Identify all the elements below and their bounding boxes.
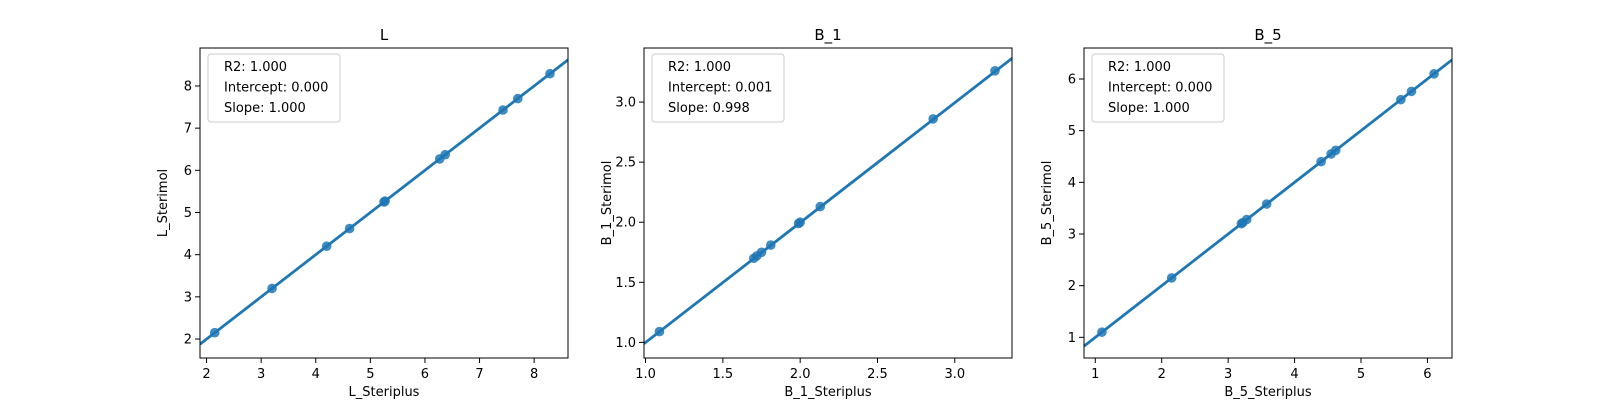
regression-line <box>644 57 1012 345</box>
data-point-9 <box>498 105 508 115</box>
legend-entry: R2: 1.000 <box>1108 60 1171 75</box>
chart-title: B_1 <box>814 26 841 45</box>
y-tick-label: 2 <box>1068 279 1076 294</box>
data-point-1 <box>654 326 665 337</box>
x-tick-label: 2.5 <box>867 367 888 382</box>
y-tick-label: 4 <box>1068 176 1076 191</box>
x-tick-label: 4 <box>1290 367 1298 382</box>
subplot-3: 1 2 3 4 5 6 1 2 3 4 5 6 B_5 B_5_Steriplus B_5_Sterimol… <box>1040 26 1453 400</box>
chart-title: B_5 <box>1254 26 1281 45</box>
legend-box <box>651 53 785 123</box>
subplot-1: 2 3 4 5 6 7 8 2 3 4 5 6 7 8 L L_Steriplus L_Sterimol R2: … <box>156 26 569 400</box>
y-tick-label: 8 <box>184 79 192 94</box>
plot-frame <box>1083 47 1453 359</box>
y-tick-label: 2.0 <box>615 216 636 231</box>
y-axis-label: B_5_Sterimol <box>1040 161 1055 246</box>
data-point-11 <box>1406 86 1417 97</box>
plot-frame <box>199 47 569 359</box>
legend-box <box>207 53 341 123</box>
x-tick-label: 2 <box>1158 367 1166 382</box>
x-tick-label: 7 <box>475 367 483 382</box>
legend-entry: Intercept: 0.001 <box>668 81 772 96</box>
y-tick-label: 6 <box>1068 73 1076 88</box>
legend: R2: 1.000 Intercept: 0.001 Slope: 0.998 <box>651 53 785 123</box>
legend-entry: Slope: 1.000 <box>224 101 306 116</box>
y-tick-label: 3 <box>184 290 192 305</box>
x-tick-label: 3 <box>1224 367 1232 382</box>
legend-entry: Slope: 0.998 <box>668 101 750 116</box>
x-axis-label: B_5_Steriplus <box>1224 385 1312 400</box>
data-point-11 <box>545 68 555 79</box>
data-point-1 <box>1097 327 1107 337</box>
legend-box <box>1091 53 1225 123</box>
data-point-12 <box>1429 69 1439 79</box>
x-tick-label: 3.0 <box>944 367 965 382</box>
x-tick-label: 1 <box>1091 367 1099 382</box>
x-tick-label: 3 <box>257 367 265 382</box>
legend: R2: 1.000 Intercept: 0.000 Slope: 1.000 <box>207 53 341 123</box>
data-point-10 <box>512 93 523 104</box>
y-tick-label: 1.5 <box>615 276 636 291</box>
legend-entry: R2: 1.000 <box>224 60 287 75</box>
data-point-4 <box>756 247 767 258</box>
y-tick-label: 1.0 <box>615 336 636 351</box>
x-tick-label: 1.0 <box>635 367 656 382</box>
x-tick-label: 4 <box>312 367 320 382</box>
y-tick-label: 3 <box>1068 228 1076 243</box>
subplot-2: 1.0 1.5 2.0 2.5 3.0 1.0 1.5 2.0 2.5 3.0 B_1 B_1_Ste… <box>600 26 1013 400</box>
x-tick-label: 1.5 <box>713 367 734 382</box>
data-point-9 <box>1330 145 1341 156</box>
y-tick-label: 7 <box>184 122 192 137</box>
legend-entry: Intercept: 0.000 <box>1108 81 1212 96</box>
y-tick-label: 2.5 <box>615 156 636 171</box>
y-tick-label: 5 <box>1068 124 1076 139</box>
legend: R2: 1.000 Intercept: 0.000 Slope: 1.000 <box>1091 53 1225 123</box>
data-point-7 <box>1316 156 1326 167</box>
data-point-8 <box>440 149 450 160</box>
data-point-10 <box>1396 94 1406 105</box>
x-tick-label: 6 <box>421 367 429 382</box>
data-point-3 <box>321 241 332 252</box>
data-point-8 <box>815 201 826 212</box>
y-tick-label: 6 <box>184 164 192 179</box>
x-tick-label: 2 <box>202 367 210 382</box>
y-tick-label: 5 <box>184 206 192 221</box>
x-tick-label: 5 <box>1357 367 1365 382</box>
legend-entry: Slope: 1.000 <box>1108 101 1190 116</box>
y-tick-label: 3.0 <box>615 96 636 111</box>
data-point-4 <box>344 223 355 234</box>
x-axis-label: L_Steriplus <box>349 385 420 400</box>
plot-frame <box>643 47 1013 359</box>
data-point-1 <box>209 327 220 338</box>
y-tick-label: 4 <box>184 248 192 263</box>
y-axis-label: B_1_Sterimol <box>600 161 615 246</box>
chart-title: L <box>380 26 389 44</box>
data-point-5 <box>765 240 776 250</box>
legend-entry: R2: 1.000 <box>668 60 731 75</box>
legend-entry: Intercept: 0.000 <box>224 81 328 96</box>
data-point-2 <box>1166 273 1177 283</box>
y-tick-label: 1 <box>1068 331 1076 346</box>
y-axis-label: L_Sterimol <box>156 169 171 237</box>
data-point-2 <box>267 283 277 294</box>
data-point-6 <box>1261 199 1272 209</box>
x-tick-label: 2.0 <box>790 367 811 382</box>
x-tick-label: 5 <box>366 367 374 382</box>
x-tick-label: 8 <box>530 367 538 382</box>
x-tick-label: 6 <box>1423 367 1431 382</box>
y-tick-label: 2 <box>184 333 192 348</box>
x-axis-label: B_1_Steriplus <box>784 385 872 400</box>
data-point-9 <box>928 114 938 124</box>
data-point-6 <box>380 196 390 206</box>
data-point-10 <box>990 66 1000 76</box>
data-point-7 <box>795 217 805 228</box>
data-point-5 <box>1241 214 1252 225</box>
